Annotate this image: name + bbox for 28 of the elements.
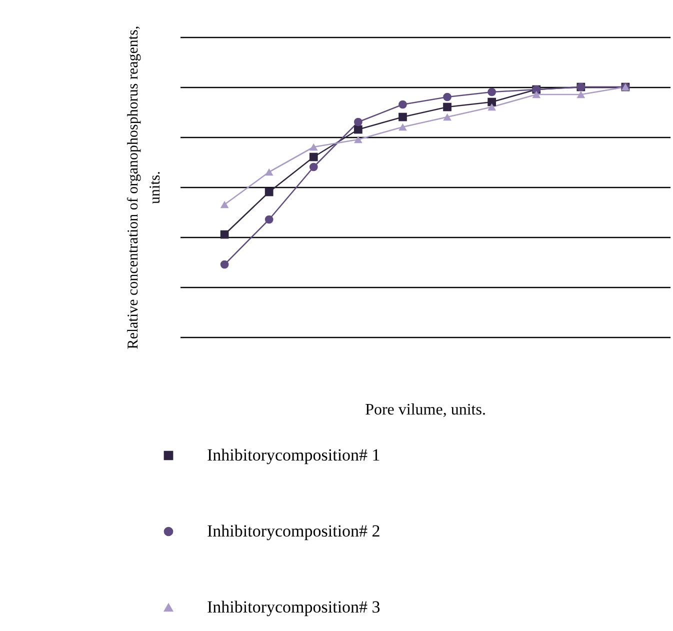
point xyxy=(576,90,586,98)
point xyxy=(488,98,496,106)
point xyxy=(398,100,407,109)
point xyxy=(488,88,496,96)
point xyxy=(309,162,318,172)
point xyxy=(354,125,362,134)
point xyxy=(532,90,541,98)
point xyxy=(264,168,274,176)
point xyxy=(443,92,452,102)
point xyxy=(220,230,229,239)
point xyxy=(264,215,274,224)
point xyxy=(443,102,452,112)
legend-label: Inhibitorycomposition# 2 xyxy=(207,522,380,540)
point xyxy=(443,113,452,121)
point xyxy=(488,103,496,111)
x-axis-title: Pore vilume, units. xyxy=(365,402,486,418)
point xyxy=(398,123,407,131)
point xyxy=(354,136,362,144)
point xyxy=(264,188,274,196)
legend-label: Inhibitorycomposition# 1 xyxy=(207,446,380,464)
y-axis-title: Relative concentration of organophosphorus reagents, units. xyxy=(126,26,164,350)
point xyxy=(354,118,362,126)
point xyxy=(398,112,407,122)
legend-label: Inhibitorycomposition# 3 xyxy=(207,598,380,616)
point xyxy=(309,152,318,162)
point xyxy=(309,143,318,151)
point xyxy=(220,260,229,269)
point xyxy=(220,200,229,208)
